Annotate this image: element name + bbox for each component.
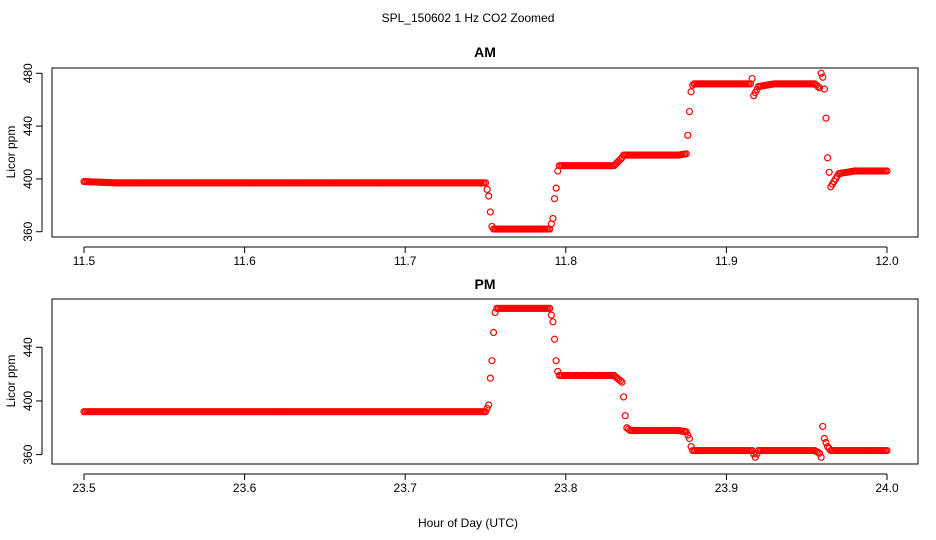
am-data-point — [685, 107, 694, 116]
am-data-point — [481, 179, 490, 187]
figure-title: SPL_150602 1 Hz CO2 Zoomed — [382, 11, 555, 25]
pm-x-tick-label: 23.7 — [394, 481, 418, 495]
am-data-point — [814, 82, 822, 91]
pm-data-point — [684, 431, 692, 439]
am-data-point — [820, 85, 828, 93]
pm-x-tick-label: 23.8 — [554, 481, 578, 495]
pm-x-tick-label: 23.6 — [233, 481, 257, 495]
pm-data-point — [620, 393, 628, 401]
am-x-tick-label: 11.9 — [715, 254, 738, 268]
pm-data-point — [618, 378, 626, 386]
am-data-point — [825, 168, 833, 176]
pm-data-point — [549, 318, 557, 326]
am-x-tick-label: 12.0 — [875, 254, 899, 268]
am-data-point — [682, 150, 690, 158]
pm-panel-title: PM — [475, 276, 496, 292]
pm-data-point — [819, 422, 827, 431]
am-data-point — [689, 81, 697, 89]
am-plot-frame — [51, 67, 919, 238]
pm-x-axis: 23.5 23.6 23.7 23.8 23.9 24.0 — [72, 473, 899, 495]
am-x-tick-label: 11.8 — [555, 254, 578, 268]
am-data-point — [483, 185, 491, 194]
am-data-point — [549, 214, 557, 223]
figure-x-axis-label: Hour of Day (UTC) — [418, 516, 518, 530]
pm-data-point — [750, 450, 758, 458]
pm-data-point — [483, 404, 491, 412]
am-x-axis: 11.5 11.6 11.7 11.8 11.9 12.0 — [73, 246, 899, 268]
pm-data-point — [489, 328, 498, 337]
pm-data-point — [552, 357, 560, 365]
pm-data-point — [624, 425, 633, 433]
pm-data-point — [488, 357, 496, 365]
am-y-axis-label: Licor ppm — [4, 126, 18, 179]
am-data-points — [80, 69, 891, 233]
am-x-tick-label: 11.7 — [394, 254, 417, 268]
pm-panel: PM Licor ppm 23.5 23.6 23.7 23.8 23.9 24.0 36… — [4, 276, 919, 495]
am-y-tick-label: 440 — [21, 116, 35, 136]
pm-y-axis: 360 400 440 — [21, 337, 43, 465]
am-y-tick-label: 360 — [21, 221, 35, 241]
am-data-point — [883, 167, 891, 175]
am-y-tick-label: 480 — [21, 63, 35, 83]
pm-y-axis-label: Licor ppm — [4, 355, 18, 408]
am-y-tick-label: 400 — [21, 169, 35, 189]
am-y-axis: 360 400 440 480 — [21, 63, 43, 242]
am-data-point — [823, 154, 832, 162]
pm-plot-frame — [51, 298, 919, 465]
am-data-point — [822, 114, 830, 122]
am-data-point — [819, 73, 827, 81]
am-data-point — [550, 195, 559, 203]
am-data-point — [485, 192, 493, 200]
pm-data-point — [486, 374, 494, 382]
pm-data-point — [485, 401, 493, 409]
pm-data-point — [550, 335, 559, 343]
pm-data-point — [883, 446, 891, 455]
pm-data-point — [817, 453, 825, 461]
am-data-point — [687, 88, 695, 96]
am-data-point — [815, 84, 824, 92]
pm-data-point — [616, 377, 625, 385]
pm-x-tick-label: 24.0 — [875, 481, 899, 495]
pm-data-points — [80, 304, 891, 461]
pm-data-point — [546, 304, 554, 312]
am-x-tick-label: 11.6 — [233, 254, 256, 268]
am-panel: AM Licor ppm 11.5 11.6 11.7 11.8 11.9 12.0 36… — [4, 44, 919, 268]
pm-data-point — [685, 434, 694, 443]
pm-data-point — [547, 311, 555, 319]
am-data-point — [552, 184, 560, 192]
pm-data-point — [822, 438, 830, 447]
pm-x-tick-label: 23.5 — [72, 481, 96, 495]
pm-y-tick-label: 360 — [21, 444, 35, 464]
pm-data-point — [481, 408, 490, 416]
pm-data-point — [682, 428, 690, 436]
pm-data-point — [751, 453, 759, 461]
pm-data-point — [815, 449, 824, 457]
pm-y-tick-label: 440 — [21, 337, 35, 357]
pm-data-point — [820, 434, 828, 443]
am-data-point — [684, 131, 692, 139]
am-data-point — [486, 208, 494, 216]
am-data-point — [817, 69, 825, 77]
pm-y-tick-label: 400 — [21, 391, 35, 411]
am-data-point — [748, 74, 756, 83]
pm-x-tick-label: 23.9 — [715, 481, 739, 495]
am-panel-title: AM — [474, 44, 496, 60]
pm-data-point — [621, 412, 629, 420]
am-x-tick-label: 11.5 — [73, 254, 96, 268]
